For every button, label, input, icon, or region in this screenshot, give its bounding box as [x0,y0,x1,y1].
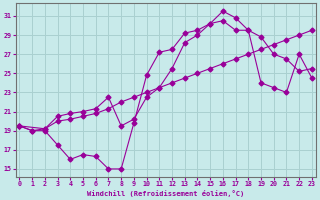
X-axis label: Windchill (Refroidissement éolien,°C): Windchill (Refroidissement éolien,°C) [87,190,244,197]
